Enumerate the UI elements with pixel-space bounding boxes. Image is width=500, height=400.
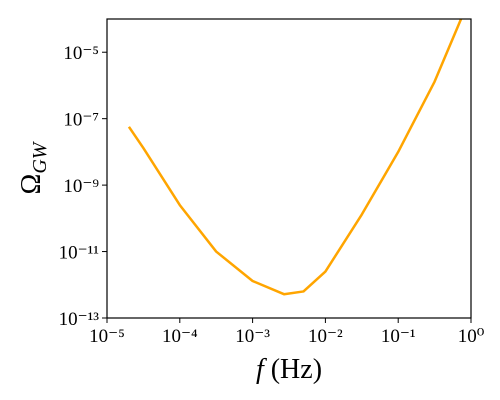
- x-label-unit: (Hz): [264, 354, 322, 385]
- x-axis-label: f (Hz): [256, 354, 322, 385]
- y-tick-label: 10⁻¹¹: [59, 243, 100, 264]
- y-tick-label: 10⁻¹³: [59, 309, 100, 330]
- x-tick-label: 10⁰: [458, 326, 485, 347]
- x-tick-label: 10⁻³: [235, 326, 270, 347]
- y-tick-label: 10⁻⁵: [63, 43, 99, 64]
- y-tick-label: 10⁻⁹: [63, 176, 99, 197]
- y-tick-label: 10⁻⁷: [63, 110, 99, 131]
- y-label-sub: GW: [29, 140, 51, 173]
- x-tick-label: 10⁻⁵: [89, 326, 125, 347]
- data-line: [127, 18, 463, 296]
- plot-frame: [106, 18, 472, 319]
- x-label-var: f: [256, 354, 267, 385]
- x-tick-label: 10⁻¹: [381, 326, 416, 347]
- x-tick-label: 10⁻⁴: [162, 326, 198, 347]
- y-label-symbol: Ω: [16, 174, 47, 195]
- y-axis-label: ΩGW: [16, 140, 51, 194]
- x-tick-label: 10⁻²: [308, 326, 343, 347]
